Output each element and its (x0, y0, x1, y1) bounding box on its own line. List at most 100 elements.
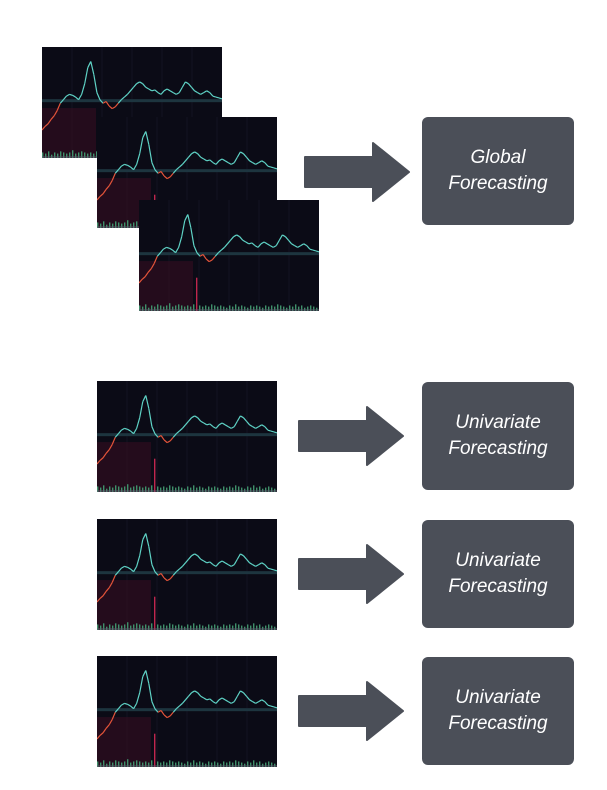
volume-bar (130, 625, 132, 630)
price-segment (212, 426, 217, 429)
price-segment (163, 714, 168, 719)
price-segment (242, 153, 247, 158)
volume-bar (256, 762, 258, 767)
univariate-forecasting-line1: Univariate (455, 687, 541, 708)
price-segment (172, 249, 177, 254)
price-segment (197, 555, 202, 560)
volume-bar (256, 305, 258, 311)
price-segment (127, 703, 131, 707)
volume-bar (136, 623, 138, 630)
price-segment (84, 67, 89, 84)
volume-bar (241, 625, 243, 630)
volume-bar (66, 153, 68, 158)
volume-bar (295, 304, 297, 311)
volume-bar (271, 762, 273, 767)
volume-bar (160, 487, 162, 492)
volume-bar (223, 486, 225, 492)
price-segment (218, 422, 223, 426)
price-segment (111, 173, 116, 181)
price-segment (111, 575, 116, 583)
volume-bar (193, 485, 195, 492)
price-segment (127, 428, 131, 432)
price-segment (212, 701, 217, 704)
volume-bar (214, 486, 216, 492)
price-segment (233, 234, 237, 238)
price-segment (273, 167, 277, 170)
price-segment (136, 81, 140, 85)
volume-bar (175, 762, 177, 767)
volume-bar (169, 623, 171, 630)
price-segment (209, 423, 214, 428)
volume-bar (57, 153, 59, 158)
volume-bar (60, 151, 62, 158)
price-segment (114, 708, 119, 713)
volume-bar (196, 487, 198, 492)
price-segment (81, 83, 86, 95)
price-segment (108, 180, 113, 187)
price-segment (273, 431, 277, 434)
volume-bar (307, 306, 309, 311)
volume-bar (268, 761, 270, 767)
volume-bar (109, 222, 111, 228)
volume-bar (271, 625, 273, 630)
price-segment (217, 249, 222, 254)
volume-bar (205, 305, 207, 311)
price-segment (185, 420, 189, 426)
price-segment (240, 553, 244, 557)
price-segment (191, 151, 195, 155)
price-segment (160, 573, 165, 579)
price-segment (151, 564, 156, 572)
volume-bar (124, 486, 126, 492)
price-segment (166, 88, 171, 92)
price-segment (166, 578, 171, 582)
price-segment (121, 427, 125, 431)
volume-bar (304, 307, 306, 311)
price-segment (245, 241, 250, 245)
price-segment (209, 561, 214, 566)
price-segment (136, 555, 141, 567)
price-segment (205, 258, 210, 263)
price-segment (145, 533, 150, 547)
price-segment (206, 423, 211, 426)
price-segment (315, 250, 319, 253)
price-segment (166, 440, 171, 444)
volume-bar (69, 152, 71, 158)
price-segment (258, 699, 263, 703)
price-segment (252, 701, 256, 704)
volume-bar (253, 485, 255, 492)
price-segment (190, 227, 195, 246)
price-segment (130, 166, 135, 171)
volume-bar (289, 305, 291, 311)
price-segment (139, 137, 144, 154)
price-segment (246, 420, 250, 426)
volume-bar (169, 760, 171, 767)
price-segment (260, 241, 265, 245)
price-segment (96, 92, 101, 100)
price-segment (242, 417, 247, 422)
price-segment (97, 598, 101, 603)
price-segment (236, 690, 241, 697)
price-segment (142, 131, 147, 138)
price-segment (185, 156, 189, 162)
price-segment (197, 692, 202, 697)
volume-bar (238, 624, 240, 630)
price-segment (133, 428, 138, 435)
price-segment (178, 565, 183, 570)
volume-bar (115, 760, 117, 767)
price-segment (306, 245, 311, 250)
volume-bar (235, 623, 237, 630)
series-chart-svg (139, 200, 319, 311)
volume-bar (226, 625, 228, 630)
volume-bar (232, 487, 234, 492)
price-segment (212, 564, 217, 567)
price-segment (166, 715, 171, 719)
volume-bar (274, 763, 276, 767)
price-segment (246, 558, 250, 564)
price-segment (233, 558, 238, 565)
volume-bar (157, 761, 159, 767)
price-segment (139, 676, 144, 693)
univariate-forecasting-line2: Forecasting (448, 438, 548, 459)
price-segment (50, 115, 55, 120)
price-segment (209, 92, 214, 97)
price-segment (117, 165, 122, 171)
